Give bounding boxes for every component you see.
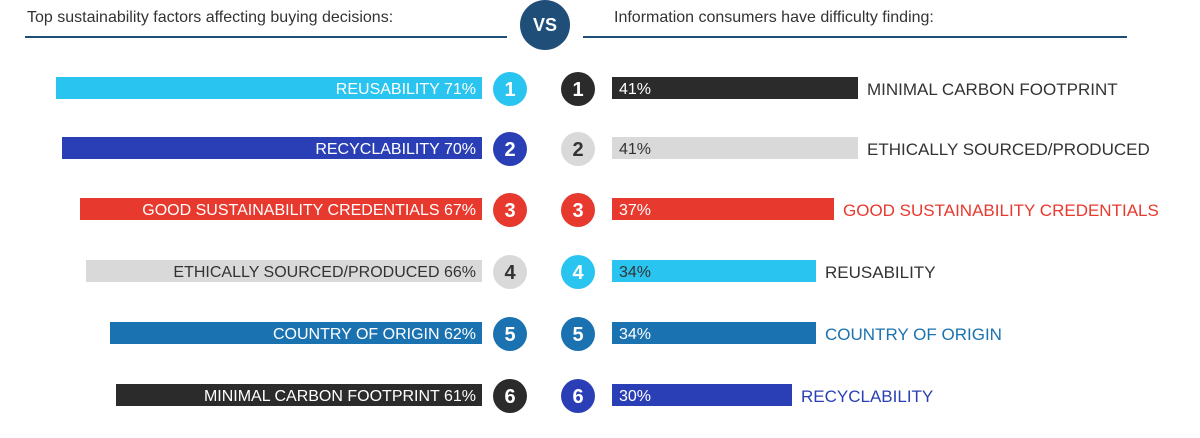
right-rank-number-3: 3 <box>572 200 583 222</box>
vs-badge: VS <box>520 0 570 50</box>
right-bar-value-1: 41% <box>619 81 651 98</box>
right-rank-number-5: 5 <box>572 324 583 346</box>
left-bar-label-1: REUSABILITY 71% <box>336 81 476 98</box>
left-bar-1 <box>56 77 482 99</box>
left-rank-number-5: 5 <box>504 324 515 346</box>
left-bar-2 <box>62 137 482 159</box>
right-rank-circle-6 <box>561 379 595 413</box>
left-rank-number-3: 3 <box>504 200 515 222</box>
right-rank-circle-2 <box>561 132 595 166</box>
right-rank-number-4: 4 <box>572 262 584 284</box>
right-header-underline <box>583 36 1127 38</box>
left-rank-number-6: 6 <box>504 386 515 408</box>
left-rank-circle-5 <box>493 317 527 351</box>
left-bar-5 <box>110 322 482 344</box>
right-rank-circle-1 <box>561 72 595 106</box>
vs-label: VS <box>532 14 557 35</box>
left-header-underline <box>25 36 507 38</box>
left-rank-number-4: 4 <box>504 262 516 284</box>
left-bar-label-6: MINIMAL CARBON FOOTPRINT 61% <box>204 388 476 405</box>
left-rank-circle-4 <box>493 255 527 289</box>
left-rank-circle-3 <box>493 193 527 227</box>
right-bar-1 <box>612 77 858 99</box>
right-bar-value-5: 34% <box>619 326 651 343</box>
right-header-title: Information consumers have difficulty fi… <box>614 9 934 26</box>
left-bar-label-2: RECYCLABILITY 70% <box>315 141 476 158</box>
right-category-label-6: RECYCLABILITY <box>801 387 933 406</box>
left-rank-circle-6 <box>493 379 527 413</box>
right-rank-circle-3 <box>561 193 595 227</box>
right-category-label-1: MINIMAL CARBON FOOTPRINT <box>867 80 1118 99</box>
right-bar-value-3: 37% <box>619 202 651 219</box>
left-bar-label-3: GOOD SUSTAINABILITY CREDENTIALS 67% <box>142 202 476 219</box>
left-rank-circle-2 <box>493 132 527 166</box>
right-bar-3 <box>612 198 834 220</box>
right-bar-5 <box>612 322 816 344</box>
right-category-label-2: ETHICALLY SOURCED/PRODUCED <box>867 140 1150 159</box>
right-bar-4 <box>612 260 816 282</box>
left-rank-number-2: 2 <box>504 139 515 161</box>
left-rank-circle-1 <box>493 72 527 106</box>
right-bar-6 <box>612 384 792 406</box>
right-bar-value-6: 30% <box>619 388 651 405</box>
right-category-label-3: GOOD SUSTAINABILITY CREDENTIALS <box>843 201 1159 220</box>
right-rank-number-2: 2 <box>572 139 583 161</box>
right-category-label-4: REUSABILITY <box>825 263 936 282</box>
left-bar-4 <box>86 260 482 282</box>
left-header-title: Top sustainability factors affecting buy… <box>27 9 394 26</box>
right-rank-circle-5 <box>561 317 595 351</box>
left-rank-number-1: 1 <box>504 79 515 101</box>
right-rank-number-1: 1 <box>572 79 583 101</box>
right-category-label-5: COUNTRY OF ORIGIN <box>825 325 1002 344</box>
left-bar-label-4: ETHICALLY SOURCED/PRODUCED 66% <box>173 264 476 281</box>
left-bar-3 <box>80 198 482 220</box>
right-bar-2 <box>612 137 858 159</box>
right-rank-number-6: 6 <box>572 386 583 408</box>
right-rank-circle-4 <box>561 255 595 289</box>
left-bar-label-5: COUNTRY OF ORIGIN 62% <box>273 326 476 343</box>
right-bar-value-2: 41% <box>619 141 651 158</box>
right-bar-value-4: 34% <box>619 264 651 281</box>
left-bar-6 <box>116 384 482 406</box>
